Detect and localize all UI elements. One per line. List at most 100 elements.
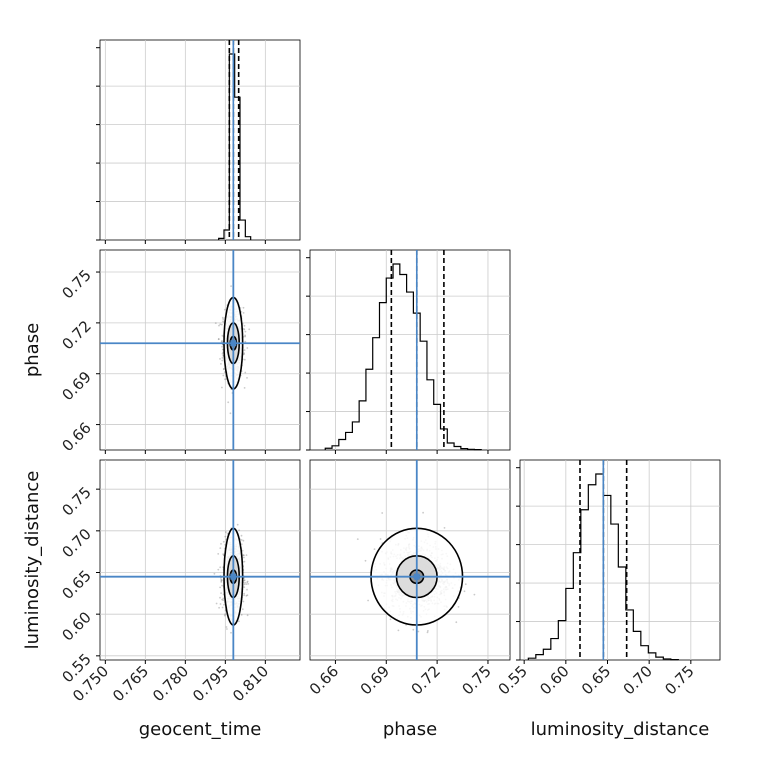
scatter-point: [243, 554, 245, 557]
scatter-point: [242, 539, 245, 542]
panel-frame: [99, 459, 301, 661]
scatter-point: [417, 630, 420, 633]
scatter-point: [412, 628, 415, 631]
scatter-point: [222, 553, 225, 556]
scatter-point: [223, 614, 226, 617]
scatter-point: [373, 548, 376, 550]
scatter-point: [245, 554, 248, 556]
scatter-point: [244, 334, 247, 337]
scatter-point: [221, 348, 224, 351]
scatter-point: [221, 345, 224, 348]
scatter-point: [238, 620, 240, 623]
scatter-point: [224, 378, 226, 381]
histogram-phase: [324, 263, 482, 451]
scatter-point: [244, 371, 247, 374]
x-axis-label: phase: [383, 719, 437, 740]
scatter-point: [246, 377, 248, 379]
scatter-point: [244, 335, 247, 338]
scatter-point: [379, 538, 382, 540]
scatter-point: [381, 512, 384, 514]
scatter-point: [463, 590, 466, 593]
scatter-point: [222, 599, 225, 602]
scatter-point: [422, 511, 424, 514]
scatter-point: [246, 614, 249, 617]
y-tick-label: 0.75: [58, 266, 94, 302]
x-tick-label: 0.795: [189, 662, 232, 705]
scatter-point: [221, 359, 224, 362]
y-axis-label: phase: [22, 323, 43, 377]
x-axis-label: geocent_time: [139, 719, 262, 740]
scatter-point: [356, 538, 359, 540]
scatter-point: [367, 599, 369, 602]
scatter-point: [218, 606, 221, 609]
scatter-point: [240, 534, 243, 537]
x-tick-label: 0.75: [661, 662, 697, 698]
scatter-point: [215, 602, 218, 605]
scatter-point: [213, 572, 216, 575]
scatter-point: [222, 320, 224, 323]
scatter-point: [245, 594, 248, 597]
scatter-point: [214, 322, 217, 324]
scatter-point: [243, 349, 246, 351]
scatter-point: [220, 340, 223, 343]
scatter-point: [220, 363, 222, 365]
panel-frame: [519, 459, 721, 661]
y-tick-label: 0.65: [58, 567, 94, 603]
scatter-point: [220, 323, 223, 326]
scatter-point: [242, 328, 245, 330]
scatter-point: [241, 608, 244, 611]
scatter-point: [221, 340, 223, 342]
scatter-point: [243, 556, 245, 559]
scatter-point: [221, 579, 223, 581]
scatter-point: [220, 580, 223, 582]
truth-marker: [230, 340, 237, 347]
scatter-point: [443, 527, 446, 529]
scatter-point: [222, 368, 225, 371]
scatter-point: [225, 626, 228, 628]
scatter-point: [243, 579, 246, 582]
panel-frame: [99, 39, 301, 241]
scatter-point: [243, 353, 246, 355]
x-tick-label: 0.55: [495, 662, 531, 698]
x-tick-label: 0.75: [458, 662, 494, 698]
scatter-point: [221, 598, 224, 601]
x-tick-label: 0.66: [306, 662, 342, 698]
x-tick-label: 0.765: [109, 662, 152, 705]
scatter-point: [221, 316, 224, 319]
scatter-point: [243, 324, 246, 327]
panel-frame: [309, 249, 511, 451]
scatter-point: [219, 323, 222, 326]
x-axis-label: luminosity_distance: [531, 719, 710, 740]
scatter-point: [427, 630, 429, 632]
x-tick-label: 0.72: [408, 662, 444, 698]
scatter-point: [236, 523, 239, 526]
scatter-point: [244, 340, 247, 343]
scatter-point: [220, 578, 223, 581]
scatter-point: [219, 566, 222, 569]
scatter-point: [242, 306, 245, 309]
scatter-point: [246, 581, 249, 584]
scatter-point: [240, 539, 243, 541]
scatter-point: [219, 358, 221, 360]
scatter-point: [217, 338, 220, 341]
scatter-point: [243, 586, 246, 589]
scatter-point: [242, 600, 245, 603]
scatter-point: [243, 583, 246, 586]
scatter-point: [219, 603, 222, 605]
scatter-point: [243, 358, 246, 361]
x-tick-label: 0.65: [578, 662, 614, 698]
scatter-point: [226, 532, 229, 535]
truth-marker: [413, 573, 420, 580]
scatter-point: [473, 593, 476, 596]
scatter-point: [219, 596, 221, 599]
scatter-point: [455, 621, 458, 624]
scatter-point: [243, 579, 246, 582]
truth-marker: [230, 573, 237, 580]
scatter-point: [244, 581, 247, 584]
scatter-point: [224, 535, 227, 538]
scatter-point: [221, 357, 224, 359]
scatter-point: [242, 312, 245, 314]
x-tick-label: 0.70: [620, 662, 656, 698]
